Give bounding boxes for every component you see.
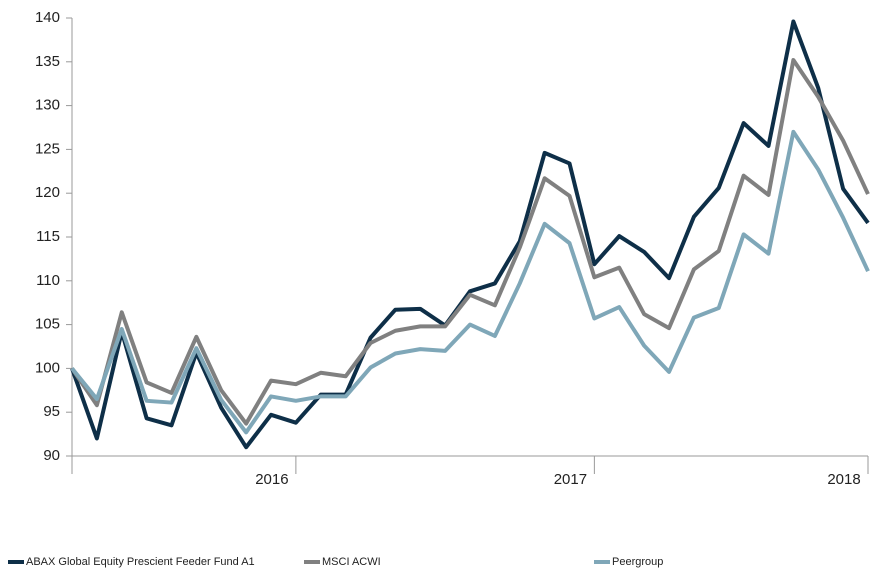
y-tick-label: 130 [35,97,60,114]
legend-label: Peergroup [612,556,663,568]
y-tick-label: 95 [43,403,60,420]
x-tick-label: 2018 [827,471,860,488]
series-line [70,129,870,435]
x-tick-label: 2017 [554,471,587,488]
legend-label: ABAX Global Equity Prescient Feeder Fund… [26,556,255,568]
series-line [70,58,870,426]
y-tick-label: 125 [35,140,60,157]
y-tick-label: 115 [36,228,60,245]
y-tick-label: 120 [35,184,60,201]
y-tick-label: 90 [43,447,60,464]
legend-label: MSCI ACWI [322,556,381,568]
y-tick-label: 110 [36,272,60,289]
y-tick-label: 100 [35,359,60,376]
y-tick-label: 140 [35,9,60,26]
y-tick-label: 135 [35,53,60,70]
x-tick-label: 2016 [255,471,288,488]
y-tick-label: 105 [35,316,60,333]
series-line [70,19,870,450]
